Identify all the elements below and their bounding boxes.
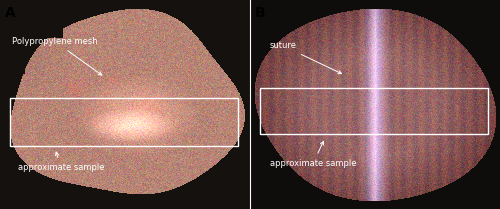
Text: approximate sample: approximate sample (18, 152, 104, 172)
Text: A: A (5, 6, 16, 20)
Text: Polypropylene mesh: Polypropylene mesh (12, 37, 102, 75)
Text: approximate sample: approximate sample (270, 141, 356, 168)
Bar (260, 88, 488, 134)
Bar (10, 98, 237, 146)
Text: suture: suture (270, 41, 342, 74)
Text: B: B (255, 6, 266, 20)
